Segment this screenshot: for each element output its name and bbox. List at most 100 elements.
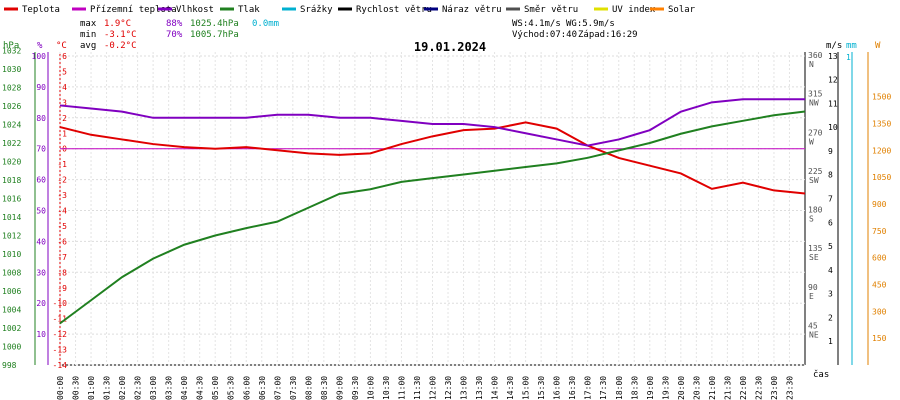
x-tick-46: 23:00	[770, 376, 779, 400]
wind-dir-name-2: W	[809, 137, 814, 146]
x-tick-35: 17:30	[599, 376, 608, 400]
series-layer	[59, 98, 806, 325]
wind-speed-tick-1: 2	[828, 313, 833, 322]
humidity-tick-3: 40	[36, 237, 46, 246]
x-tick-10: 05:00	[211, 376, 220, 400]
legend-label-9: Solar	[668, 5, 696, 15]
wind-speed-tick-7: 8	[828, 171, 833, 180]
temperature-tick-5: -9	[57, 284, 67, 293]
stat-min-temp: -3.1°C	[104, 30, 137, 40]
solar-tick-2: 450	[872, 281, 887, 290]
x-tick-1: 00:30	[72, 376, 81, 400]
x-tick-30: 15:00	[522, 376, 531, 400]
stat-sunrise: Východ:07:40	[512, 30, 577, 40]
pressure-tick-3: 1004	[2, 306, 21, 315]
temperature-tick-13: -1	[57, 160, 67, 169]
wind-dir-name-1: NW	[809, 99, 819, 108]
x-tick-45: 22:30	[754, 376, 763, 400]
x-tick-12: 06:00	[242, 376, 251, 400]
legend: Teplota Přízemní teplota Vlhkost Tlak Srážky…	[4, 5, 696, 15]
pressure-tick-12: 1022	[2, 139, 21, 148]
wind-dir-name-3: SW	[809, 176, 819, 185]
stat-max-humidity: 88%	[166, 19, 183, 29]
x-tick-36: 18:00	[615, 376, 624, 400]
temperature-tick-19: 5	[62, 67, 67, 76]
solar-tick-5: 900	[872, 200, 887, 209]
wind-speed-tick-8: 9	[828, 147, 833, 156]
x-tick-16: 08:00	[304, 376, 313, 400]
temperature-tick-3: -11	[53, 315, 68, 324]
temperature-tick-2: -12	[53, 330, 68, 339]
solar-tick-7: 1200	[872, 146, 891, 155]
wind-speed-tick-5: 6	[828, 218, 833, 227]
stat-min-label: min	[80, 30, 96, 40]
stat-avg-temp: -0.2°C	[104, 41, 137, 51]
temperature-tick-20: 6	[62, 52, 67, 61]
legend-label-0: Teplota	[22, 5, 60, 15]
stat-max-temp: 1.9°C	[104, 19, 131, 29]
x-tick-24: 12:00	[429, 376, 438, 400]
humidity-tick-7: 80	[36, 114, 46, 123]
solar-tick-1: 300	[872, 307, 887, 316]
humidity-tick-5: 60	[36, 176, 46, 185]
solar-tick-3: 600	[872, 254, 887, 263]
x-tick-19: 09:30	[351, 376, 360, 400]
wind-dir-name-7: NE	[809, 330, 819, 339]
wind-dir-name-6: E	[809, 292, 814, 301]
solar-unit: W	[875, 41, 881, 51]
temperature-tick-12: -2	[57, 176, 67, 185]
x-tick-40: 20:00	[677, 376, 686, 400]
x-tick-3: 01:30	[103, 376, 112, 400]
rain-tick-0: 1	[846, 53, 851, 62]
pressure-tick-17: 1032	[2, 47, 21, 56]
wind-speed-tick-3: 4	[828, 266, 833, 275]
wind-speed-tick-12: 13	[828, 52, 838, 61]
temperature-unit: °C	[56, 41, 67, 51]
grid	[59, 52, 805, 366]
x-axis-label: čas	[813, 369, 829, 380]
legend-label-4: Srážky	[300, 5, 333, 15]
wind-dir-tick-5: 135	[808, 244, 823, 253]
x-tick-17: 08:30	[320, 376, 329, 400]
temperature-tick-6: -8	[57, 268, 67, 277]
solar-tick-0: 150	[872, 334, 887, 343]
chart-title: 19.01.2024	[414, 40, 486, 54]
humidity-unit: %	[37, 41, 43, 51]
stats-block: max 1.9°C 88% 1025.4hPa 0.0mm min -3.1°C…	[80, 19, 638, 51]
x-tick-15: 07:30	[289, 376, 298, 400]
wind-dir-tick-6: 90	[808, 283, 818, 292]
temperature-tick-8: -6	[57, 237, 67, 246]
x-tick-41: 20:30	[692, 376, 701, 400]
wind-dir-tick-4: 180	[808, 206, 823, 215]
wind-dir-tick-7: 45	[808, 321, 818, 330]
legend-label-8: UV index	[612, 5, 656, 15]
legend-label-3: Tlak	[238, 5, 260, 15]
pressure-unit: hPa	[3, 41, 19, 51]
temperature-tick-4: -10	[53, 299, 68, 308]
temperature-tick-1: -13	[53, 346, 68, 355]
temperature-tick-10: -4	[57, 207, 67, 216]
wind-dir-name-0: N	[809, 60, 814, 69]
pressure-tick-9: 1016	[2, 195, 21, 204]
series-line-0	[59, 121, 806, 195]
x-tick-32: 16:00	[553, 376, 562, 400]
y-ticks: -14-13-12-11-10-9-8-7-6-5-4-3-2-10123456…	[2, 47, 891, 371]
humidity-tick-8: 90	[36, 83, 46, 92]
series-line-1	[59, 110, 806, 325]
pressure-tick-7: 1012	[2, 232, 21, 241]
pressure-tick-4: 1006	[2, 287, 21, 296]
pressure-tick-8: 1014	[2, 213, 21, 222]
x-tick-11: 05:30	[227, 376, 236, 400]
pressure-tick-5: 1008	[2, 269, 21, 278]
wind-dir-tick-2: 270	[808, 128, 823, 137]
x-tick-39: 19:30	[661, 376, 670, 400]
temperature-tick-16: 2	[62, 114, 67, 123]
pressure-tick-16: 1030	[2, 65, 21, 74]
temperature-tick-17: 3	[62, 98, 67, 107]
x-tick-20: 10:00	[366, 376, 375, 400]
stat-min-pressure: 1005.7hPa	[190, 30, 239, 40]
stat-sunset: Západ:16:29	[578, 30, 638, 40]
x-tick-25: 12:30	[444, 376, 453, 400]
wind-dir-name-5: SE	[809, 253, 819, 262]
